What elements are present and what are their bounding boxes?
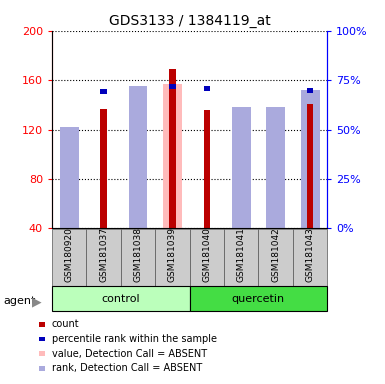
Bar	[163, 84, 182, 228]
Bar	[232, 108, 251, 228]
Text: GSM181038: GSM181038	[134, 227, 142, 282]
Text: GSM181041: GSM181041	[237, 227, 246, 282]
Bar	[204, 86, 210, 91]
Bar	[60, 127, 79, 228]
Text: GSM181043: GSM181043	[306, 227, 315, 282]
FancyBboxPatch shape	[86, 229, 121, 286]
Bar	[60, 218, 79, 228]
Bar	[301, 90, 320, 228]
Bar	[169, 84, 176, 89]
Text: GSM181039: GSM181039	[168, 227, 177, 282]
Text: percentile rank within the sample: percentile rank within the sample	[52, 334, 217, 344]
Text: count: count	[52, 319, 80, 329]
Bar	[232, 110, 251, 228]
FancyBboxPatch shape	[121, 229, 155, 286]
FancyBboxPatch shape	[293, 229, 327, 286]
Bar	[307, 104, 313, 228]
FancyBboxPatch shape	[189, 286, 327, 311]
FancyBboxPatch shape	[258, 229, 293, 286]
Bar	[266, 108, 285, 228]
Bar	[169, 69, 176, 228]
Title: GDS3133 / 1384119_at: GDS3133 / 1384119_at	[109, 14, 271, 28]
Bar	[204, 110, 210, 228]
Bar	[129, 86, 147, 228]
FancyBboxPatch shape	[155, 229, 189, 286]
FancyBboxPatch shape	[189, 229, 224, 286]
Text: agent: agent	[4, 296, 36, 306]
Bar	[266, 110, 285, 228]
Text: GSM181042: GSM181042	[271, 227, 280, 282]
Bar	[100, 109, 107, 228]
Text: GSM180920: GSM180920	[65, 227, 74, 282]
Text: value, Detection Call = ABSENT: value, Detection Call = ABSENT	[52, 349, 207, 359]
Text: GSM181040: GSM181040	[202, 227, 211, 282]
Text: GSM181037: GSM181037	[99, 227, 108, 282]
Bar	[307, 88, 313, 93]
FancyBboxPatch shape	[52, 229, 86, 286]
Bar	[100, 89, 107, 94]
Text: rank, Detection Call = ABSENT: rank, Detection Call = ABSENT	[52, 363, 202, 373]
Bar	[129, 86, 147, 228]
Text: ▶: ▶	[32, 295, 41, 308]
FancyBboxPatch shape	[224, 229, 258, 286]
FancyBboxPatch shape	[52, 286, 189, 311]
Text: control: control	[102, 293, 140, 304]
Text: quercetin: quercetin	[232, 293, 285, 304]
